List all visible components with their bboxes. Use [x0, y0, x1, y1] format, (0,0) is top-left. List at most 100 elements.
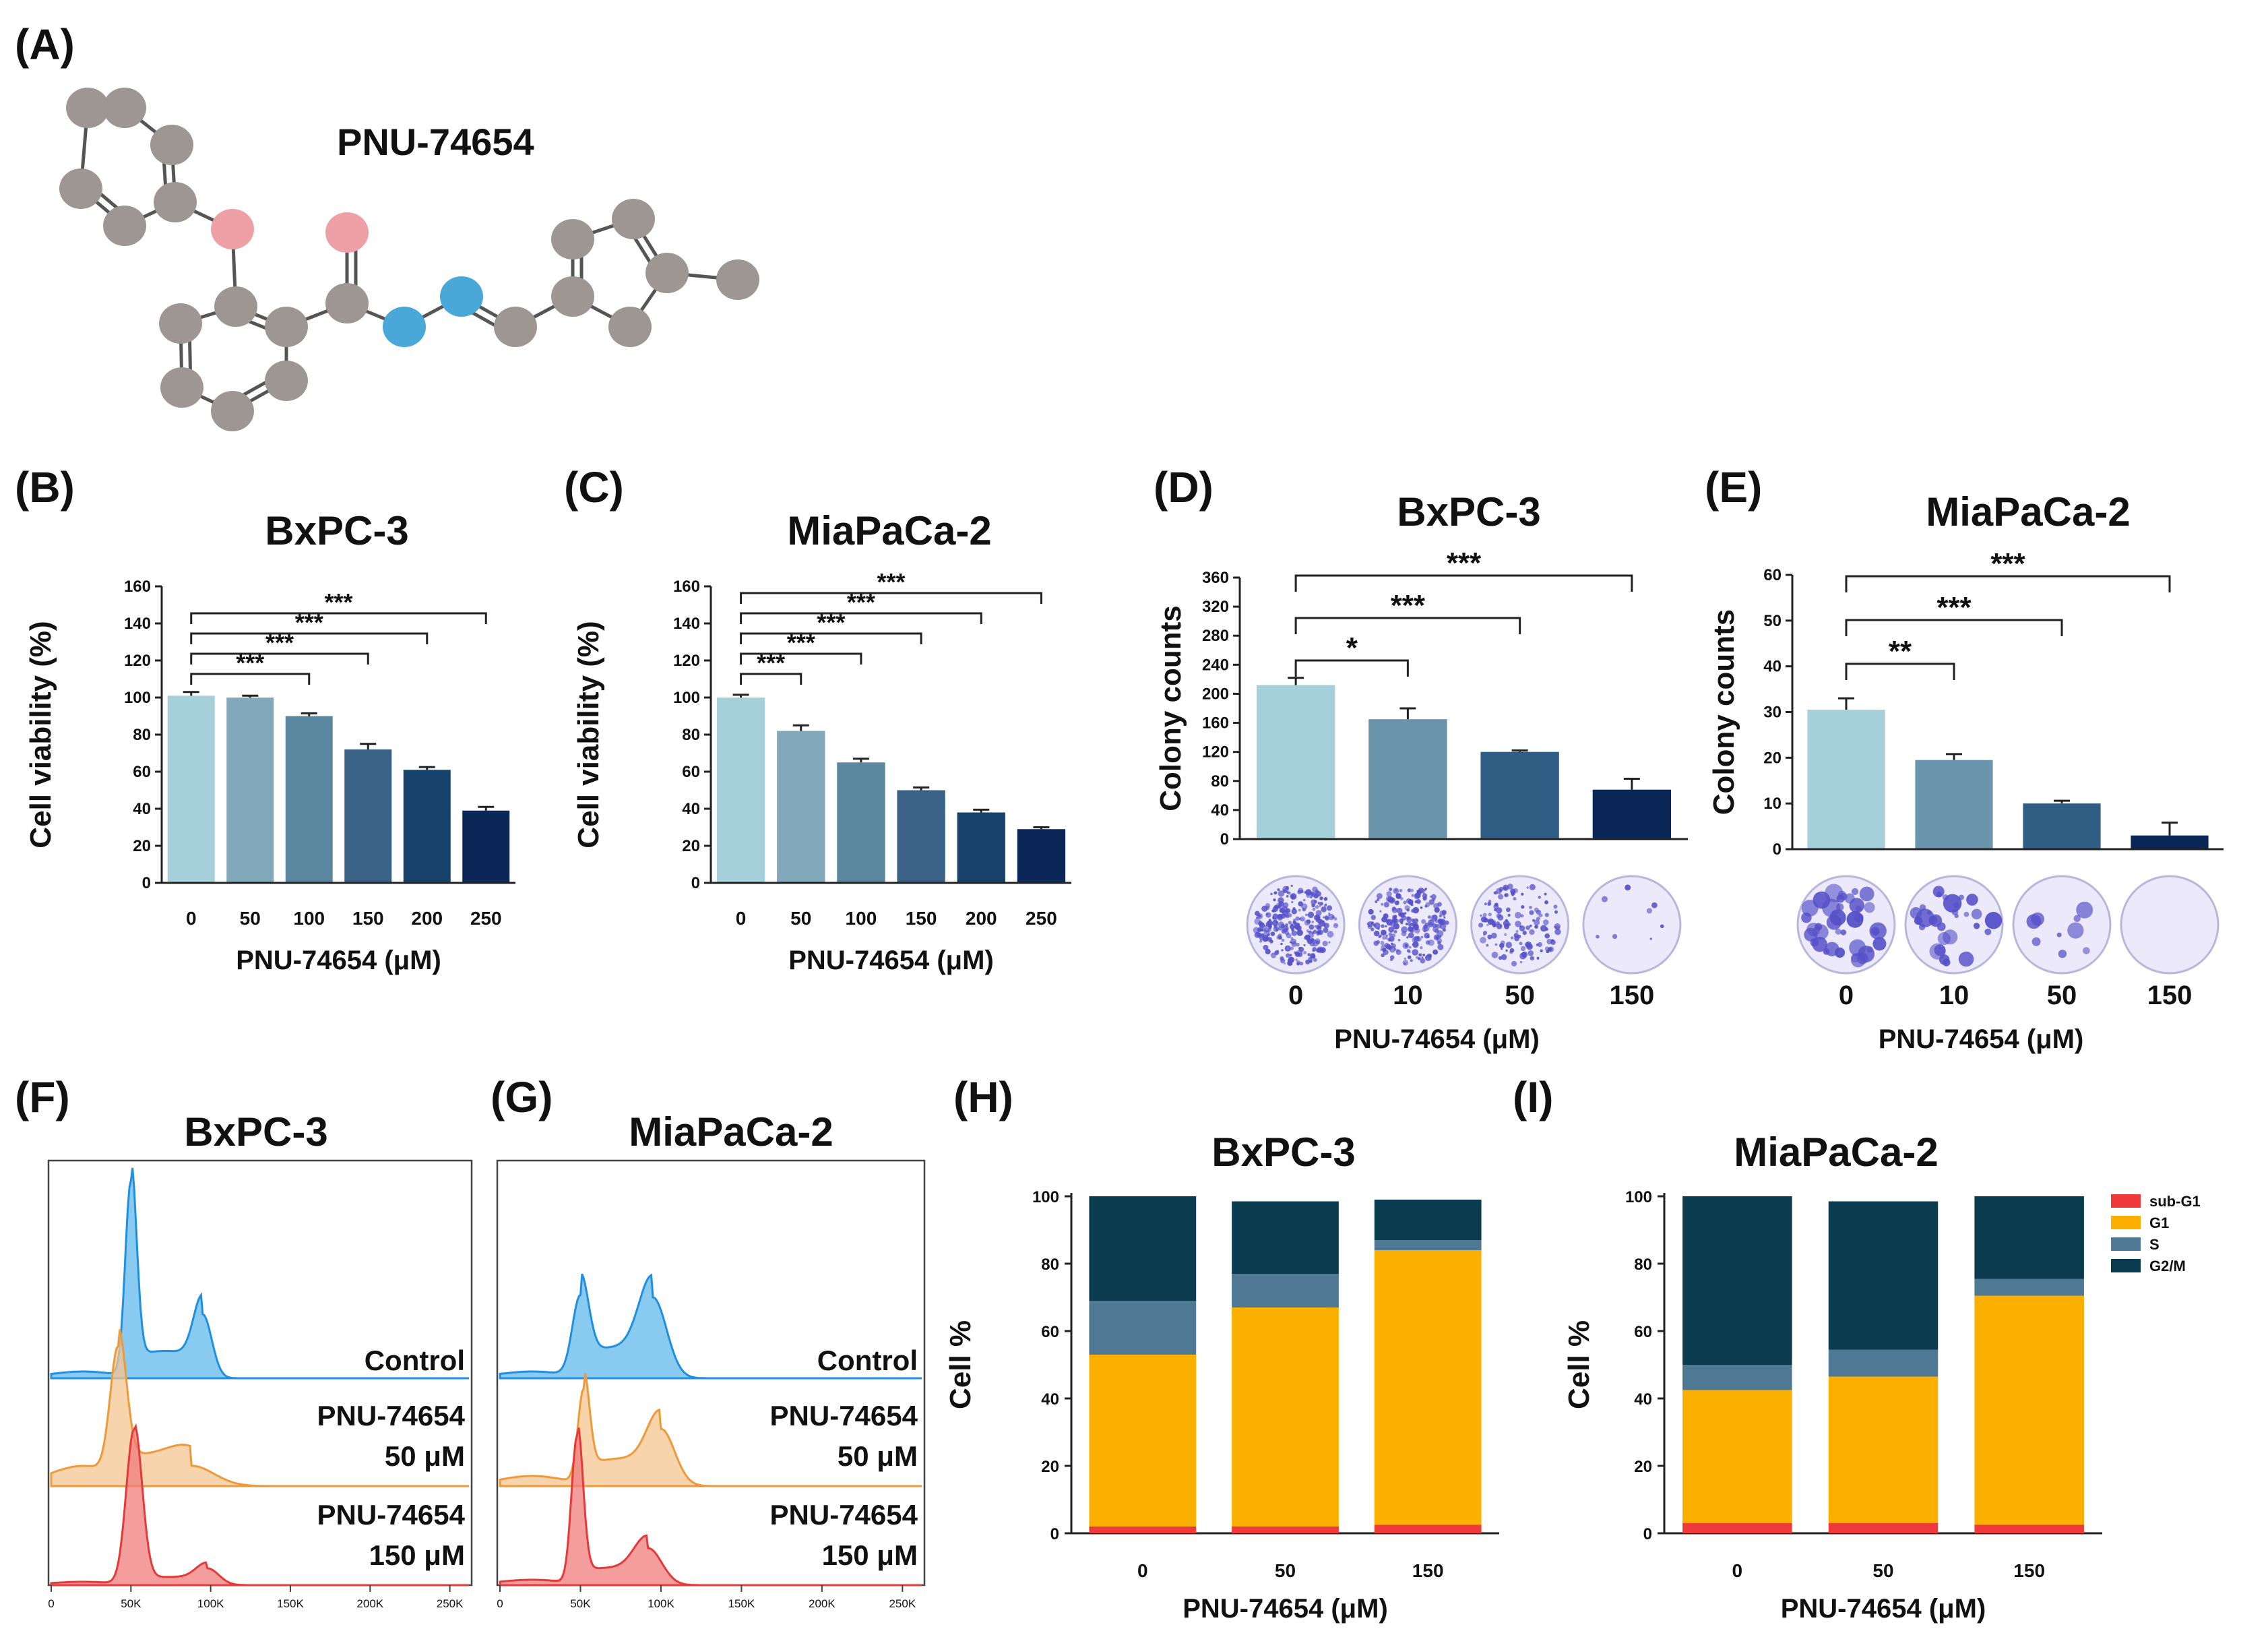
x-tick-label: 10	[1939, 981, 1970, 1010]
trace-label: PNU-74654	[770, 1400, 918, 1431]
y-tick-label: 10	[1763, 795, 1782, 813]
carbon-atom	[150, 125, 193, 165]
colony-dot	[1315, 915, 1321, 920]
colony-dot	[1510, 888, 1516, 894]
colony-dot	[1321, 906, 1327, 913]
colony-dot	[1914, 917, 1923, 925]
colony-dot	[1331, 915, 1335, 919]
colony-dot	[1305, 913, 1308, 917]
colony-dot	[1478, 923, 1484, 928]
y-tick-label: 160	[124, 578, 151, 596]
bar-150	[1592, 789, 1672, 839]
y-tick-label: 0	[1773, 840, 1782, 859]
colony-dot	[1649, 937, 1652, 940]
colony-dot	[1536, 916, 1540, 921]
colony-dot	[1388, 926, 1395, 933]
colony-dot	[1942, 894, 1949, 901]
bar-10	[1915, 760, 1993, 849]
colony-dot	[1918, 923, 1926, 931]
colony-dot	[1534, 919, 1540, 926]
colony-dot	[1290, 946, 1294, 950]
colony-dot	[1298, 917, 1301, 921]
y-tick-label: 60	[682, 763, 700, 781]
y-tick-label: 60	[1634, 1323, 1652, 1341]
colony-dot	[1421, 919, 1426, 924]
y-tick-label: 40	[133, 800, 151, 818]
colony-dot	[1422, 954, 1426, 956]
colony-dot	[1296, 942, 1300, 947]
colony-dot	[1646, 908, 1653, 914]
colony-dot	[1302, 898, 1306, 902]
colony-dot	[1554, 910, 1558, 914]
y-tick-label: 20	[133, 837, 151, 855]
colony-dot	[1491, 921, 1496, 926]
colony-dot	[1849, 939, 1866, 956]
colony-dot	[1311, 931, 1315, 935]
colony-dot	[1315, 910, 1322, 917]
significance-bracket	[740, 673, 802, 685]
colony-dot	[1270, 931, 1275, 937]
stack-segment-g1	[1974, 1295, 2084, 1525]
colony-dot	[1399, 888, 1403, 892]
colony-dot	[1408, 932, 1414, 939]
chart-title: MiaPaCa-2	[1926, 489, 2130, 534]
trace-label: PNU-74654	[770, 1499, 918, 1531]
colony-dot	[1406, 908, 1410, 912]
colony-dot	[1511, 894, 1514, 896]
flow-histogram-f: (F) BxPC-3 Control PNU-74654 50 μM PNU-74654 1…	[15, 1073, 473, 1610]
x-tick-label: 250	[470, 908, 502, 929]
colony-dot	[1315, 919, 1319, 923]
y-tick-label: 80	[1041, 1256, 1059, 1274]
colony-dot	[1499, 886, 1504, 892]
x-tick-label: 0	[497, 1597, 503, 1610]
significance-bracket	[1294, 574, 1633, 592]
stack-segment-subg1	[1374, 1524, 1482, 1533]
colony-dot	[1388, 935, 1395, 942]
y-tick-label: 60	[1041, 1323, 1059, 1341]
colony-dot	[1388, 932, 1393, 937]
colony-dot	[1376, 893, 1383, 899]
colony-dot	[1536, 943, 1539, 946]
legend-swatch	[2111, 1194, 2141, 1208]
stack-segment-subg1	[1974, 1524, 2084, 1533]
colony-dot	[1290, 938, 1296, 945]
colony-dot	[1333, 923, 1339, 929]
y-tick-label: 100	[124, 689, 151, 707]
colony-dot	[1544, 900, 1548, 904]
colony-dot	[1504, 933, 1507, 936]
trace-label: Control	[365, 1345, 465, 1376]
colony-dot	[1408, 950, 1411, 954]
colony-dot	[1529, 924, 1532, 927]
colony-dot	[1519, 942, 1523, 946]
colony-dot	[1496, 913, 1502, 919]
colony-dot	[1536, 909, 1542, 915]
legend-swatch	[2111, 1216, 2141, 1229]
colony-dot	[1954, 913, 1959, 919]
y-tick-label: 240	[1202, 656, 1229, 674]
colony-dot	[1313, 958, 1317, 962]
x-axis-label: PNU-74654 (μM)	[1879, 1024, 2084, 1054]
trace-label: 150 μM	[822, 1539, 918, 1571]
colony-dot	[1525, 925, 1530, 930]
colony-dot	[1934, 944, 1946, 956]
chart-title: BxPC-3	[265, 508, 408, 553]
y-axis-label: Cell %	[944, 1320, 977, 1409]
colony-dot	[1538, 896, 1542, 899]
colony-dot	[1973, 923, 1980, 929]
colony-dot	[1273, 898, 1276, 902]
bar-chart-d: (D) BxPC-3 0 40 80 120 160 200 240 280 320 360 Colon…	[1154, 463, 1688, 1054]
colony-dot	[1525, 942, 1530, 948]
panel-letter: (E)	[1705, 463, 1762, 512]
colony-dot	[1958, 951, 1974, 967]
colony-dot	[1515, 929, 1519, 933]
colony-dot	[1391, 907, 1398, 913]
x-tick-label: 250	[1026, 908, 1057, 929]
bar-200	[957, 812, 1005, 883]
y-tick-label: 80	[133, 726, 151, 744]
colony-dot	[1298, 908, 1301, 912]
bar-0	[716, 698, 765, 883]
colony-dot	[1314, 925, 1317, 928]
colony-dot	[1437, 902, 1442, 907]
colony-dot	[1295, 958, 1298, 961]
